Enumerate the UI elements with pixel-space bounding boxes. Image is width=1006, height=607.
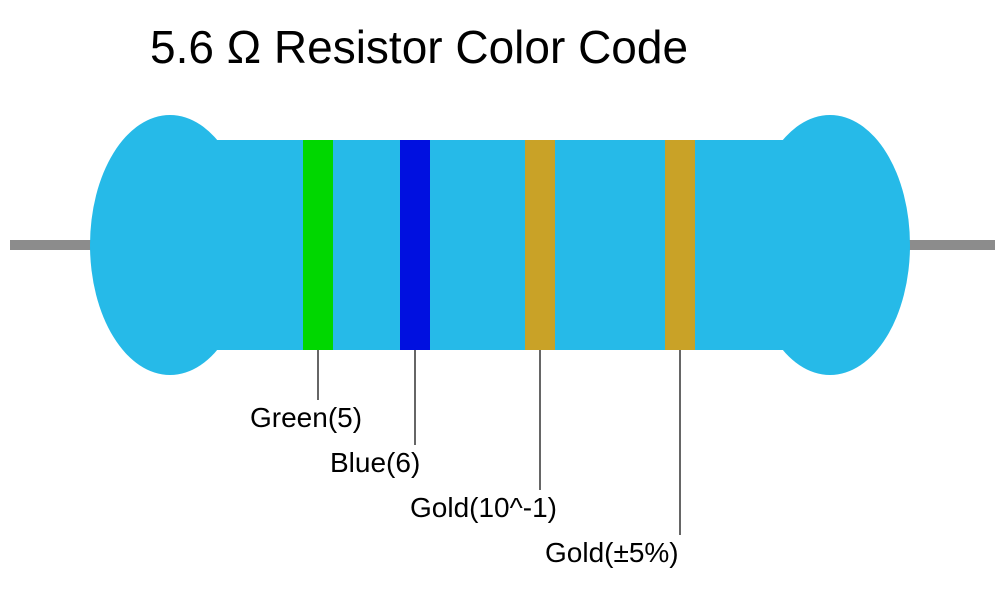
label-multiplier: Gold(10^-1) [410, 492, 557, 524]
label-tolerance: Gold(±5%) [545, 537, 679, 569]
band-tolerance [665, 140, 695, 350]
label-digit1: Green(5) [250, 402, 362, 434]
label-digit2: Blue(6) [330, 447, 420, 479]
band-digit2 [400, 140, 430, 350]
resistor-tube [195, 140, 805, 350]
band-digit1 [303, 140, 333, 350]
band-multiplier [525, 140, 555, 350]
